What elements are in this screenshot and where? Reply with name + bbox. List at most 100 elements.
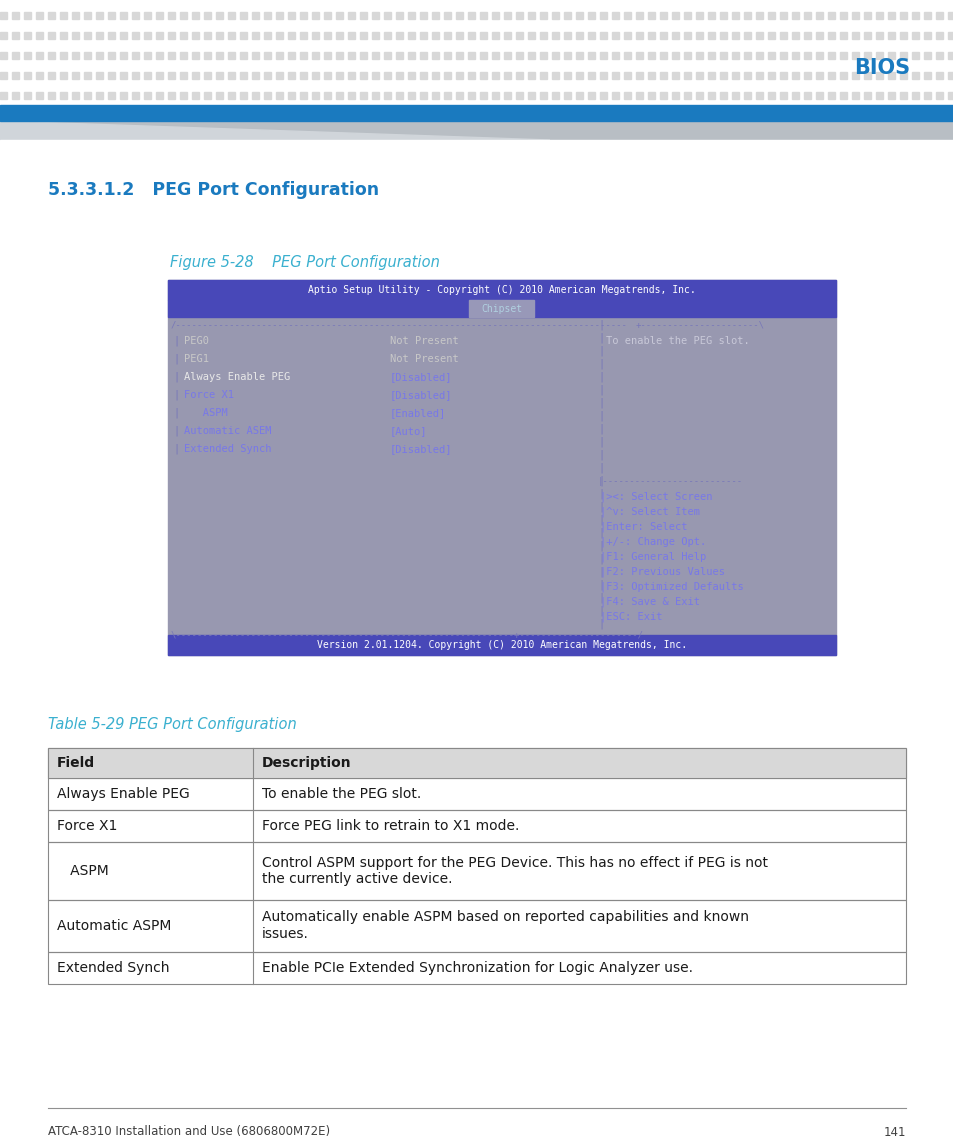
Bar <box>743 72 750 79</box>
Bar <box>335 32 343 39</box>
Bar <box>395 72 402 79</box>
Bar <box>720 32 726 39</box>
Bar <box>875 72 882 79</box>
Bar <box>923 11 930 19</box>
Bar <box>288 92 294 98</box>
Bar <box>120 92 127 98</box>
Bar <box>576 52 582 60</box>
Text: |F2: Previous Values: |F2: Previous Values <box>599 567 724 577</box>
Bar <box>791 92 799 98</box>
Bar <box>359 52 367 60</box>
Bar <box>492 32 498 39</box>
Bar <box>516 11 522 19</box>
Bar <box>899 11 906 19</box>
Bar <box>168 300 835 317</box>
Bar <box>240 92 247 98</box>
Bar <box>671 92 679 98</box>
Bar <box>552 72 558 79</box>
Bar <box>372 72 378 79</box>
Bar <box>516 52 522 60</box>
Text: |: | <box>598 606 603 616</box>
Bar <box>767 52 774 60</box>
Bar <box>539 11 546 19</box>
Bar <box>299 52 307 60</box>
Bar <box>612 32 618 39</box>
Text: To enable the PEG slot.: To enable the PEG slot. <box>262 787 421 801</box>
Bar <box>275 52 283 60</box>
Text: |: | <box>598 424 603 434</box>
Bar <box>947 11 953 19</box>
Bar <box>587 92 595 98</box>
Bar <box>168 281 835 655</box>
Bar <box>384 92 391 98</box>
Bar <box>479 32 486 39</box>
Text: Automatic ASPM: Automatic ASPM <box>57 919 172 933</box>
Bar <box>359 32 367 39</box>
Text: Always Enable PEG: Always Enable PEG <box>57 787 190 801</box>
Text: |: | <box>598 567 603 577</box>
Text: |: | <box>598 346 603 356</box>
Bar <box>275 92 283 98</box>
Bar <box>935 92 942 98</box>
Text: Aptio Setup Utility - Copyright (C) 2010 American Megatrends, Inc.: Aptio Setup Utility - Copyright (C) 2010… <box>308 285 695 295</box>
Bar <box>516 32 522 39</box>
Bar <box>215 72 223 79</box>
Bar <box>443 72 451 79</box>
Bar <box>576 72 582 79</box>
Bar <box>419 52 427 60</box>
Bar <box>36 32 43 39</box>
Bar <box>264 72 271 79</box>
Text: |F1: General Help: |F1: General Help <box>599 552 705 562</box>
Bar <box>755 32 762 39</box>
Bar <box>299 32 307 39</box>
Bar <box>299 72 307 79</box>
Bar <box>204 72 211 79</box>
Bar <box>48 900 905 951</box>
Bar <box>180 11 187 19</box>
Bar <box>84 92 91 98</box>
Text: Always Enable PEG: Always Enable PEG <box>184 372 290 382</box>
Bar <box>851 11 858 19</box>
Bar <box>299 11 307 19</box>
Bar <box>84 52 91 60</box>
Bar <box>503 11 511 19</box>
Text: |: | <box>598 385 603 395</box>
Bar <box>384 32 391 39</box>
Text: \---------------------------------------------------------------+---------------: \---------------------------------------… <box>171 631 643 640</box>
Bar <box>479 52 486 60</box>
Bar <box>240 52 247 60</box>
Bar <box>899 52 906 60</box>
Bar <box>863 52 870 60</box>
Bar <box>827 11 834 19</box>
Bar <box>144 11 151 19</box>
Text: Force X1: Force X1 <box>184 390 233 400</box>
Bar <box>456 52 462 60</box>
Bar <box>527 32 535 39</box>
Bar <box>552 92 558 98</box>
Bar <box>324 11 331 19</box>
Bar <box>947 52 953 60</box>
Text: |F3: Optimized Defaults: |F3: Optimized Defaults <box>599 582 743 592</box>
Bar <box>636 32 642 39</box>
Bar <box>887 72 894 79</box>
Bar <box>456 72 462 79</box>
Bar <box>659 92 666 98</box>
Text: |: | <box>172 372 179 382</box>
Text: |: | <box>598 554 603 564</box>
Text: |: | <box>598 515 603 526</box>
Text: Extended Synch: Extended Synch <box>184 444 272 455</box>
Bar <box>384 11 391 19</box>
Bar <box>324 72 331 79</box>
Bar <box>215 11 223 19</box>
Bar <box>252 92 258 98</box>
Bar <box>372 92 378 98</box>
Text: PEG0: PEG0 <box>184 335 209 346</box>
Bar <box>456 32 462 39</box>
Bar <box>252 32 258 39</box>
Bar <box>527 11 535 19</box>
Bar <box>863 72 870 79</box>
Text: |: | <box>598 411 603 421</box>
Text: |F4: Save & Exit: |F4: Save & Exit <box>599 597 700 607</box>
Bar <box>479 92 486 98</box>
Bar <box>887 52 894 60</box>
